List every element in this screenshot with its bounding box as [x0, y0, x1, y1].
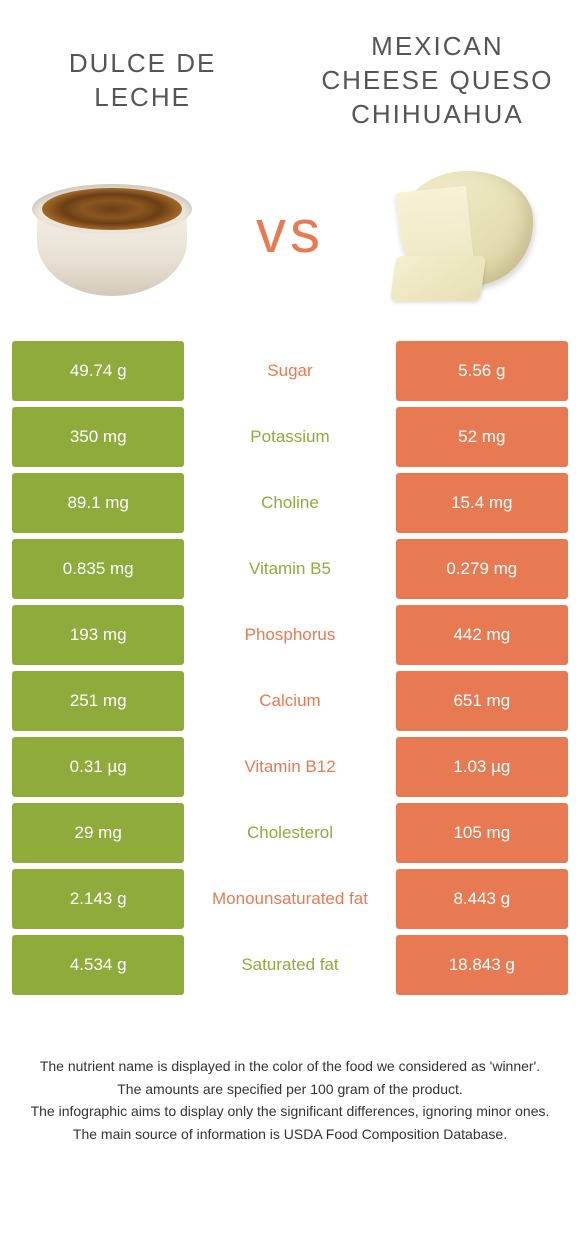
right-value-cell: 8.443 g — [396, 869, 568, 929]
images-row: vs — [12, 151, 568, 341]
table-row: 0.835 mgVitamin B50.279 mg — [12, 539, 568, 599]
right-value-cell: 651 mg — [396, 671, 568, 731]
left-value-cell: 29 mg — [12, 803, 184, 863]
table-row: 193 mgPhosphorus442 mg — [12, 605, 568, 665]
left-food-title: DULCE DE LECHE — [22, 47, 263, 115]
left-value-cell: 350 mg — [12, 407, 184, 467]
footer-line: The infographic aims to display only the… — [22, 1100, 558, 1122]
right-value-cell: 105 mg — [396, 803, 568, 863]
titles-row: DULCE DE LECHE MEXICAN CHEESE QUESO CHIH… — [12, 20, 568, 151]
table-row: 4.534 gSaturated fat18.843 g — [12, 935, 568, 995]
left-value-cell: 0.835 mg — [12, 539, 184, 599]
left-value-cell: 251 mg — [12, 671, 184, 731]
right-value-cell: 442 mg — [396, 605, 568, 665]
table-row: 29 mgCholesterol105 mg — [12, 803, 568, 863]
footer-line: The nutrient name is displayed in the co… — [22, 1055, 558, 1077]
table-row: 251 mgCalcium651 mg — [12, 671, 568, 731]
nutrient-name: Calcium — [184, 671, 395, 731]
footer-line: The amounts are specified per 100 gram o… — [22, 1078, 558, 1100]
right-food-title: MEXICAN CHEESE QUESO CHIHUAHUA — [317, 30, 558, 131]
table-row: 0.31 µgVitamin B121.03 µg — [12, 737, 568, 797]
left-value-cell: 89.1 mg — [12, 473, 184, 533]
nutrient-name: Vitamin B5 — [184, 539, 395, 599]
left-value-cell: 4.534 g — [12, 935, 184, 995]
nutrient-name: Choline — [184, 473, 395, 533]
table-row: 89.1 mgCholine15.4 mg — [12, 473, 568, 533]
right-value-cell: 5.56 g — [396, 341, 568, 401]
left-food-image — [22, 151, 202, 311]
right-food-image — [378, 151, 558, 311]
table-row: 49.74 gSugar5.56 g — [12, 341, 568, 401]
left-value-cell: 193 mg — [12, 605, 184, 665]
vs-label: vs — [256, 197, 324, 266]
table-row: 2.143 gMonounsaturated fat8.443 g — [12, 869, 568, 929]
right-value-cell: 18.843 g — [396, 935, 568, 995]
footer-line: The main source of information is USDA F… — [22, 1123, 558, 1145]
table-row: 350 mgPotassium52 mg — [12, 407, 568, 467]
left-value-cell: 2.143 g — [12, 869, 184, 929]
nutrient-name: Vitamin B12 — [184, 737, 395, 797]
nutrient-name: Saturated fat — [184, 935, 395, 995]
nutrient-name: Phosphorus — [184, 605, 395, 665]
right-value-cell: 15.4 mg — [396, 473, 568, 533]
right-value-cell: 52 mg — [396, 407, 568, 467]
left-value-cell: 49.74 g — [12, 341, 184, 401]
nutrient-name: Cholesterol — [184, 803, 395, 863]
nutrient-name: Monounsaturated fat — [184, 869, 395, 929]
right-value-cell: 1.03 µg — [396, 737, 568, 797]
nutrient-name: Sugar — [184, 341, 395, 401]
nutrient-name: Potassium — [184, 407, 395, 467]
left-value-cell: 0.31 µg — [12, 737, 184, 797]
right-value-cell: 0.279 mg — [396, 539, 568, 599]
footer-notes: The nutrient name is displayed in the co… — [12, 1055, 568, 1145]
nutrient-table: 49.74 gSugar5.56 g350 mgPotassium52 mg89… — [12, 341, 568, 995]
